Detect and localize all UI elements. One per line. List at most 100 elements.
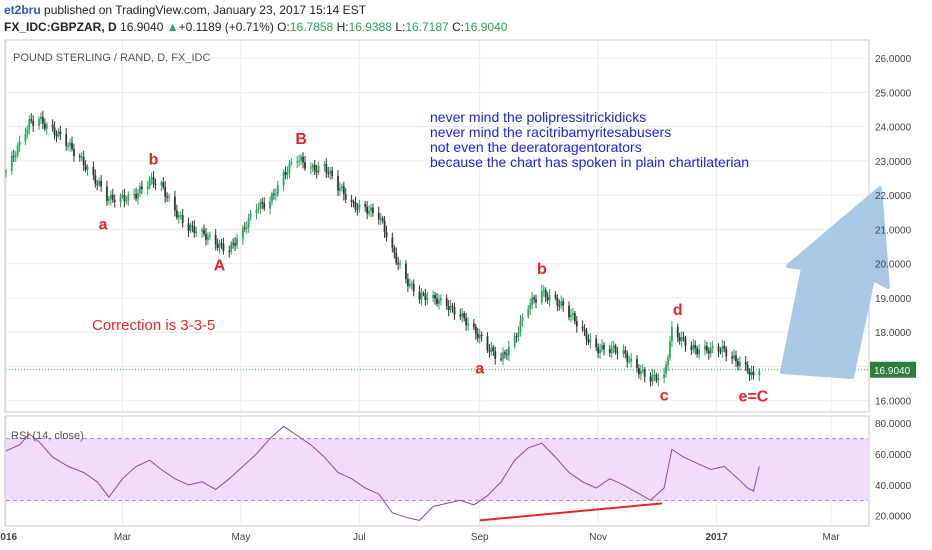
change-value: +0.1189 (+0.71%): [178, 20, 274, 34]
candle-body: [515, 336, 518, 338]
candle-body: [257, 208, 260, 210]
candle-body: [752, 371, 755, 376]
candle-body: [570, 314, 572, 318]
candle-body: [587, 339, 590, 343]
candle-body: [331, 170, 334, 177]
wave-labels: a b A Ba b c d e=C: [99, 131, 769, 406]
candles: [5, 110, 761, 387]
price-tick-label: 19.0000: [875, 294, 912, 305]
last-price-value: 16.9040: [120, 20, 164, 34]
candle-body: [735, 355, 737, 362]
candle-body: [449, 305, 452, 311]
price-tick-label: 25.0000: [875, 88, 912, 99]
time-tick-label: Mar: [114, 532, 132, 543]
candle-body: [107, 199, 110, 201]
candle-body: [614, 345, 617, 353]
candle-body: [125, 200, 128, 202]
candle-body: [214, 234, 217, 245]
candle-body: [377, 212, 380, 220]
candle-body: [381, 218, 384, 222]
candle-body: [478, 334, 481, 339]
candle-body: [657, 378, 660, 381]
candle-body: [300, 156, 302, 161]
candle-body: [698, 349, 700, 355]
candle-body: [168, 196, 170, 198]
candle-body: [595, 338, 598, 348]
time-tick-label: May: [231, 532, 250, 543]
candle-body: [325, 164, 328, 173]
candle-body: [111, 194, 114, 200]
candle-body: [179, 215, 182, 217]
candle-body: [738, 361, 741, 366]
candle-body: [585, 330, 588, 340]
symbol-label: FX_IDC:GBPZAR, D: [4, 20, 117, 34]
candle-body: [608, 349, 611, 354]
time-tick-label: Nov: [589, 532, 607, 543]
low-label: L:: [395, 20, 406, 34]
candle-body: [323, 164, 326, 166]
candle-body: [69, 142, 71, 146]
candle-body: [232, 243, 235, 245]
candle-body: [583, 328, 586, 331]
candle-body: [540, 291, 543, 303]
candle-body: [12, 155, 15, 157]
candle-body: [139, 186, 141, 194]
candle-body: [748, 371, 751, 376]
candle-body: [651, 375, 654, 382]
candle-body: [304, 162, 306, 169]
candle-body: [424, 293, 427, 300]
candle-body: [624, 350, 627, 354]
grid: [5, 41, 868, 525]
candle-body: [100, 180, 103, 187]
candle-body: [220, 243, 223, 245]
candle-body: [18, 141, 21, 146]
candle-body: [560, 301, 563, 306]
price-axis[interactable]: 26.0000 25.0000 24.0000 23.0000 22.0000 21.00…: [870, 54, 916, 408]
candle-body: [438, 300, 440, 304]
candle-body: [573, 313, 576, 322]
candle-body: [504, 352, 506, 355]
candle-body: [599, 349, 601, 354]
candle-body: [636, 358, 638, 369]
candle-body: [86, 166, 89, 170]
rsi-axis[interactable]: 80.0000 60.0000 40.0000 20.0000: [875, 419, 912, 523]
candle-body: [311, 164, 314, 168]
candle-body: [638, 368, 640, 375]
price-tick-label: 23.0000: [875, 157, 912, 168]
candle-body: [412, 283, 415, 292]
candle-body: [32, 120, 35, 126]
candle-body: [451, 305, 454, 308]
candle-body: [488, 350, 491, 352]
price-tick-label: 21.0000: [875, 225, 912, 236]
candle-body: [247, 217, 250, 228]
correction-note: Correction is 3-3-5: [92, 317, 215, 334]
candle-body: [628, 361, 631, 363]
candle-body: [175, 210, 178, 218]
candle-body: [529, 304, 532, 310]
candle-body: [533, 297, 535, 300]
candle-body: [290, 162, 293, 164]
candle-body: [494, 351, 497, 359]
candle-body: [610, 347, 613, 354]
candle-body: [548, 295, 551, 301]
candle-body: [723, 346, 726, 349]
candle-body: [436, 298, 438, 304]
candle-body: [546, 297, 549, 301]
candle-body: [154, 183, 157, 185]
author-link[interactable]: et2bru: [4, 3, 41, 17]
price-tick-label: 26.0000: [875, 54, 912, 65]
candle-body: [418, 291, 421, 300]
candle-body: [719, 351, 722, 353]
candle-body: [379, 218, 382, 220]
candle-body: [109, 194, 112, 200]
candle-body: [94, 175, 97, 184]
time-axis[interactable]: 2016 Mar May Jul Sep Nov 2017 Mar: [0, 532, 840, 543]
candle-body: [737, 361, 739, 366]
rsi-tick-label: 80.0000: [875, 419, 912, 430]
candle-body: [174, 196, 176, 211]
wave-label: c: [660, 388, 669, 405]
candle-body: [517, 332, 520, 337]
candle-body: [391, 237, 394, 248]
candle-body: [236, 238, 238, 246]
